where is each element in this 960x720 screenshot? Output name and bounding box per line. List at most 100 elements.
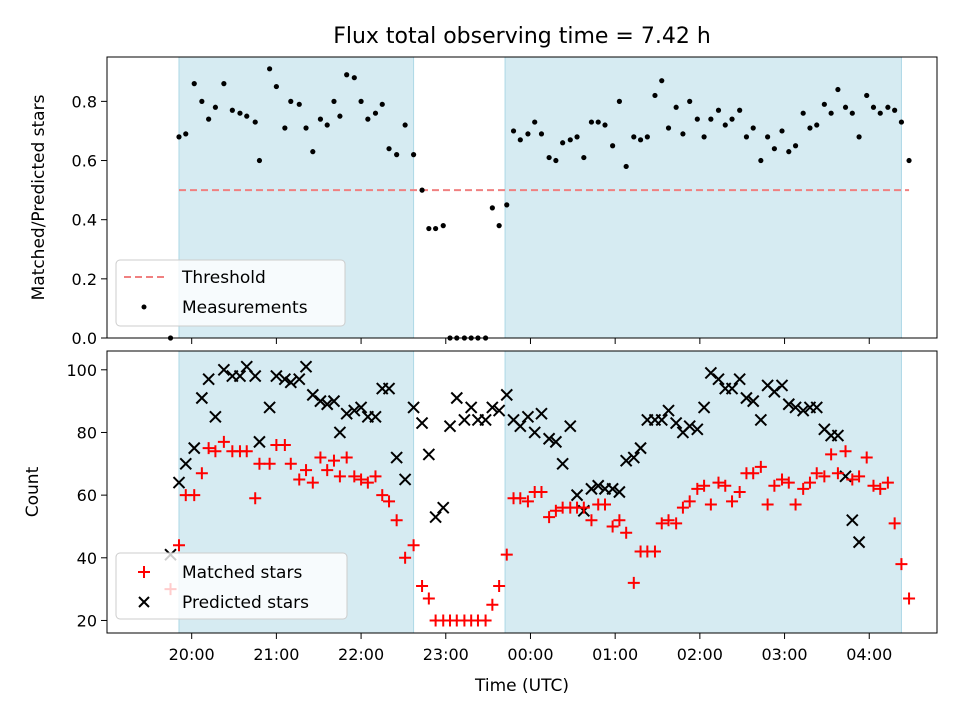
matched-star-point xyxy=(825,448,838,461)
measurement-point xyxy=(546,154,552,161)
count-y-ticks: 20 40 60 80 100 xyxy=(66,361,107,630)
predicted-star-point xyxy=(606,482,619,496)
predicted-star-point xyxy=(293,372,306,386)
matched-star-points xyxy=(164,435,916,627)
x-tick-label: 02:00 xyxy=(677,645,723,664)
ratio-observing-shading xyxy=(178,56,902,339)
matched-star-point xyxy=(361,476,374,489)
matched-star-point xyxy=(209,445,222,458)
measurement-point xyxy=(631,134,637,140)
matched-star-point xyxy=(399,551,412,564)
matched-star-point xyxy=(606,520,619,533)
matched-star-point xyxy=(493,580,506,592)
measurement-point xyxy=(358,98,364,104)
matched-star-point xyxy=(263,457,276,470)
matched-star-point xyxy=(683,495,696,508)
predicted-star-point xyxy=(712,372,725,386)
matched-star-point xyxy=(768,479,781,492)
ratio-legend: Threshold Measurements xyxy=(115,259,346,327)
predicted-star-point xyxy=(369,410,382,424)
matched-star-point xyxy=(585,514,598,527)
predicted-star-point xyxy=(188,441,201,455)
matched-star-point xyxy=(789,498,802,511)
predicted-star-point xyxy=(549,435,563,449)
matched-star-point xyxy=(754,460,767,473)
matched-star-point xyxy=(803,476,816,489)
x-tick-label: 03:00 xyxy=(761,645,807,664)
measurement-point xyxy=(588,119,595,125)
matched-star-point xyxy=(240,445,253,458)
measurement-point xyxy=(758,157,764,164)
measurement-point xyxy=(737,107,743,113)
predicted-star-point xyxy=(253,435,266,449)
predicted-star-point xyxy=(556,457,569,471)
matched-star-point xyxy=(514,492,527,505)
predicted-star-point xyxy=(619,454,633,467)
matched-star-point xyxy=(314,451,327,464)
measurement-point xyxy=(750,125,756,131)
measurement-point xyxy=(252,119,258,125)
matched-star-point xyxy=(422,592,435,605)
predicted-star-point xyxy=(382,382,396,395)
matched-star-point xyxy=(407,539,420,552)
matched-star-point xyxy=(333,470,346,483)
predicted-legend-swatch xyxy=(138,596,150,608)
matched-star-point xyxy=(549,504,562,517)
threshold-legend-label: Threshold xyxy=(181,268,266,288)
predicted-star-point xyxy=(284,376,297,389)
predicted-star-point xyxy=(662,404,675,417)
measurement-point xyxy=(708,116,714,122)
predicted-star-point xyxy=(390,451,403,464)
measurements-legend-swatch xyxy=(141,304,147,310)
predicted-star-point xyxy=(320,398,334,411)
measurement-point xyxy=(856,134,862,140)
predicted-star-point xyxy=(796,404,810,417)
matched-star-point xyxy=(831,467,844,480)
predicted-star-point xyxy=(464,401,478,414)
ratio-legend-box xyxy=(115,259,346,327)
measurement-point xyxy=(379,101,385,107)
measurement-point xyxy=(351,75,357,81)
measurement-point xyxy=(191,81,197,87)
predicted-star-point xyxy=(585,482,598,496)
predicted-star-point xyxy=(846,513,859,527)
measurement-point xyxy=(637,137,644,143)
predicted-star-point xyxy=(592,479,605,492)
measurement-point xyxy=(282,125,288,131)
measurement-point xyxy=(221,81,227,87)
measurement-point xyxy=(849,110,855,116)
measurement-point xyxy=(538,131,545,137)
matched-star-point xyxy=(369,470,382,483)
predicted-star-point xyxy=(479,413,492,427)
measurement-point xyxy=(324,122,330,128)
matched-star-point xyxy=(782,476,795,489)
measurement-point xyxy=(419,187,425,193)
predicted-star-point xyxy=(564,419,577,433)
matched-star-point xyxy=(662,514,675,527)
y-tick-label: 20 xyxy=(77,611,97,630)
measurement-point xyxy=(595,119,601,125)
predicted-star-point xyxy=(407,401,420,414)
predicted-star-point xyxy=(333,426,347,439)
matched-star-point xyxy=(521,495,534,508)
matched-star-point xyxy=(535,486,548,498)
predicted-star-point xyxy=(202,372,215,386)
count-x-ticks: 20:00 21:00 22:00 23:00 00:00 01:00 02:00 03:00… xyxy=(169,633,892,664)
matched-star-point xyxy=(903,592,916,605)
measurement-point xyxy=(440,223,446,229)
predicted-star-point xyxy=(278,372,292,386)
measurements-legend-label: Measurements xyxy=(182,298,308,318)
matched-star-point xyxy=(348,470,361,483)
measurement-point xyxy=(532,119,538,125)
measurement-point xyxy=(337,113,343,119)
predicted-star-point xyxy=(831,429,845,442)
predicted-star-point xyxy=(514,419,527,433)
measurement-point xyxy=(344,72,350,78)
predicted-star-point xyxy=(789,401,802,414)
predicted-star-point xyxy=(810,401,823,414)
matched-star-point xyxy=(761,498,774,511)
measurement-point xyxy=(864,92,870,99)
matched-star-point xyxy=(839,445,852,458)
measurement-point xyxy=(199,98,205,104)
predicted-star-point xyxy=(500,388,513,402)
